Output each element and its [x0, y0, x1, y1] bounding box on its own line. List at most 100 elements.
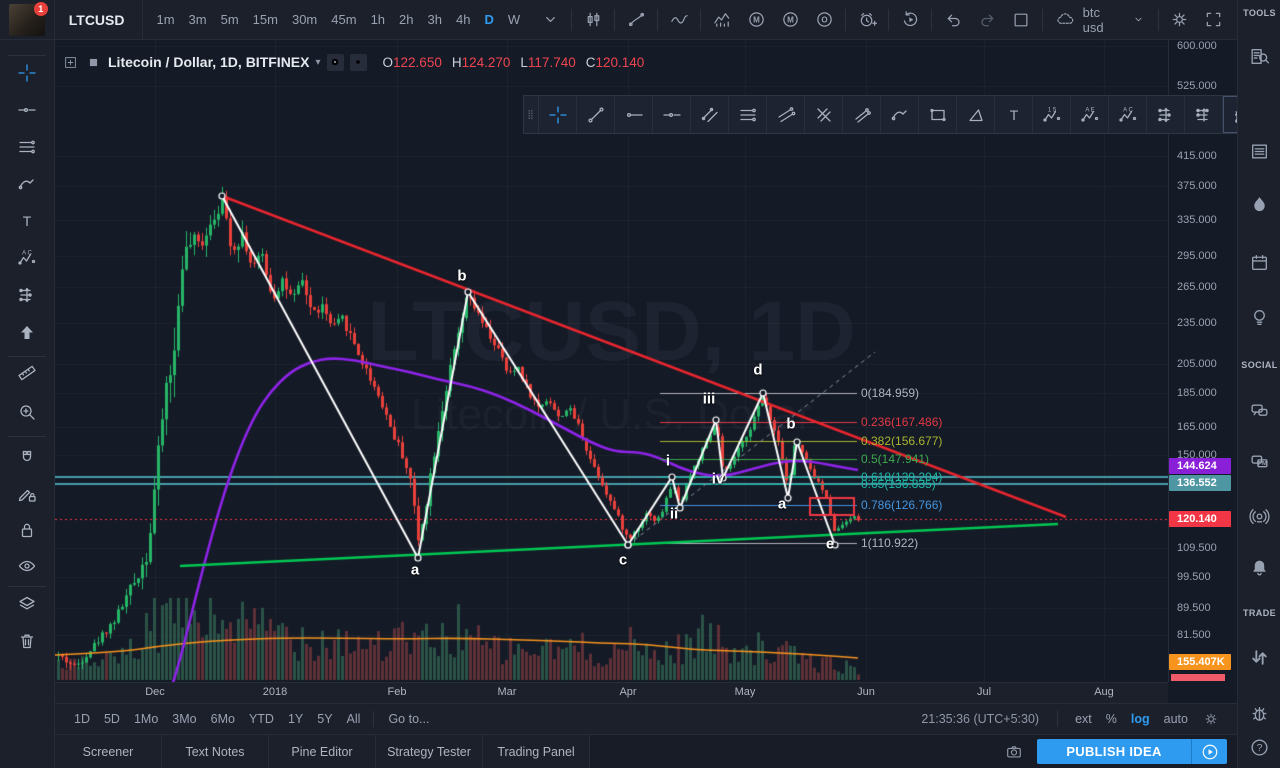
publish-idea-button[interactable]: PUBLISH IDEA — [1037, 739, 1227, 764]
tool-undo-button[interactable] — [936, 3, 970, 37]
float-tool-parallel-lines-button[interactable] — [843, 96, 881, 133]
tool-chevron-down-button[interactable] — [533, 3, 567, 37]
panel-chat-button[interactable] — [1243, 395, 1276, 428]
layout-square-button[interactable] — [1004, 3, 1038, 37]
sidebar-tool-arrow-up-button[interactable] — [10, 316, 44, 350]
panel-calendar-button[interactable] — [1243, 246, 1276, 279]
timeframe-3m-button[interactable]: 3m — [188, 12, 207, 27]
float-tool-elliott-ae-button[interactable]: A E — [1071, 96, 1109, 133]
sidebar-tool-curve-button[interactable] — [10, 167, 44, 201]
tool-circle-m-button[interactable]: M — [773, 3, 807, 37]
range-3mo-button[interactable]: 3Mo — [172, 712, 197, 726]
panel-bug-button[interactable] — [1243, 697, 1276, 730]
tool-circle-m-button[interactable]: M — [739, 3, 773, 37]
float-tool-pattern-abcd-button[interactable] — [1185, 96, 1223, 133]
sidebar-tool-zoom-in-button[interactable] — [10, 395, 44, 429]
float-tool-trend-line-button[interactable] — [577, 96, 615, 133]
tool-circle-o-button[interactable]: O — [807, 3, 841, 37]
chevron-down-icon[interactable]: ▾ — [315, 56, 321, 68]
panel-idea-bulb-button[interactable] — [1243, 301, 1276, 334]
sidebar-tool-elliott-abc-button[interactable]: A C — [10, 241, 44, 275]
range-1y-button[interactable]: 1Y — [287, 712, 304, 726]
scale-mode-percent-button[interactable]: % — [1105, 712, 1117, 726]
sidebar-tool-magnet-button[interactable] — [10, 441, 44, 475]
tool-indicators-button[interactable] — [705, 3, 739, 37]
float-tool-rectangle-button[interactable] — [919, 96, 957, 133]
timeframe-45m-button[interactable]: 45m — [331, 12, 357, 27]
sidebar-tool-object-tree-layers-button[interactable] — [10, 587, 44, 621]
timeframe-3h-button[interactable]: 3h — [427, 12, 442, 27]
sidebar-tool-fib-retracement-button[interactable] — [10, 130, 44, 164]
range-5d-button[interactable]: 5D — [103, 712, 120, 726]
timeframe-2h-button[interactable]: 2h — [399, 12, 414, 27]
sidebar-tool-remove-trash-button[interactable] — [10, 624, 44, 658]
timeframe-1m-button[interactable]: 1m — [156, 12, 175, 27]
range-ytd-button[interactable]: YTD — [248, 712, 274, 726]
float-tool-triangle-button[interactable] — [957, 96, 995, 133]
range-1d-button[interactable]: 1D — [74, 712, 90, 726]
float-tool-pattern-xabcd-button[interactable] — [1147, 96, 1185, 133]
float-tool-parallel-channel-button[interactable] — [691, 96, 729, 133]
symbol-search-button[interactable]: LTCUSD — [55, 0, 144, 40]
saved-layout-dropdown[interactable]: btc usd — [1047, 3, 1154, 37]
tool-replay-button[interactable] — [893, 3, 927, 37]
tool-compare-button[interactable] — [619, 3, 653, 37]
timeframe-15m-button[interactable]: 15m — [252, 12, 278, 27]
price-chart-canvas[interactable] — [55, 40, 1168, 682]
sidebar-tool-crosshair-button[interactable] — [10, 56, 44, 90]
sidebar-tool-horizontal-line-button[interactable] — [10, 93, 44, 127]
float-tool-fib-channel-button[interactable] — [767, 96, 805, 133]
panel-broadcast-button[interactable] — [1243, 499, 1276, 532]
range-1mo-button[interactable]: 1Mo — [133, 712, 159, 726]
snapshot-camera-button[interactable] — [997, 735, 1031, 768]
add-symbol-icon[interactable] — [62, 54, 79, 71]
tab-trading-panel[interactable]: Trading Panel — [483, 735, 590, 768]
timeframe-4h-button[interactable]: 4h — [455, 12, 471, 27]
float-tool-elliott-impulse-button[interactable]: 1 5 — [1033, 96, 1071, 133]
range-5y-button[interactable]: 5Y — [317, 712, 333, 726]
scale-mode-ext-button[interactable]: ext — [1075, 712, 1092, 726]
panel-flame-button[interactable] — [1243, 188, 1276, 221]
goto-date-button[interactable]: Go to... — [388, 712, 430, 726]
timeframe-1h-button[interactable]: 1h — [370, 12, 386, 27]
range-all-button[interactable]: All — [346, 712, 361, 726]
sidebar-tool-lock-all-button[interactable] — [10, 513, 44, 547]
scale-settings-gear-icon[interactable] — [1199, 707, 1223, 731]
tool-redo-button[interactable] — [970, 3, 1004, 37]
float-tool-curve-button[interactable] — [881, 96, 919, 133]
panel-details-list-button[interactable] — [1243, 135, 1276, 168]
panel-bell-button[interactable] — [1243, 551, 1276, 584]
timeframe-w-button[interactable]: W — [507, 12, 521, 27]
tab-strategy-tester[interactable]: Strategy Tester — [376, 735, 483, 768]
timeframe-5m-button[interactable]: 5m — [220, 12, 239, 27]
range-6mo-button[interactable]: 6Mo — [210, 712, 235, 726]
panel-help-button[interactable]: ? — [1243, 731, 1276, 764]
float-tool-elliott-abc-button[interactable]: A C — [1109, 96, 1147, 133]
scale-mode-auto-button[interactable]: auto — [1163, 712, 1188, 726]
scale-mode-log-button[interactable]: log — [1130, 712, 1150, 726]
tool-alarm-add-button[interactable] — [850, 3, 884, 37]
tool-settings-gear-button[interactable] — [1163, 3, 1197, 37]
tab-screener[interactable]: Screener — [55, 735, 162, 768]
panel-screener-button[interactable] — [1243, 40, 1276, 73]
sidebar-tool-pattern-xabcd-button[interactable] — [10, 278, 44, 312]
timeframe-30m-button[interactable]: 30m — [291, 12, 318, 27]
panel-pm-chat-button[interactable]: PM — [1243, 446, 1276, 479]
toggle-visibility-button[interactable] — [326, 53, 344, 71]
float-tool-crosshair-button[interactable] — [539, 96, 577, 133]
timeframe-d-button[interactable]: D — [484, 12, 494, 27]
float-tool-text-button[interactable]: T — [995, 96, 1033, 133]
float-tool-fib-retracement-button[interactable] — [729, 96, 767, 133]
price-axis[interactable]: 600.000 525.000 415.000 375.000 335.000 295.0… — [1168, 40, 1237, 682]
float-tool-trend-fib-button[interactable] — [805, 96, 843, 133]
tab-text-notes[interactable]: Text Notes — [162, 735, 269, 768]
float-tool-horizontal-line-button[interactable] — [653, 96, 691, 133]
panel-trade-arrows-button[interactable] — [1243, 641, 1276, 674]
legend-title[interactable]: Litecoin / Dollar, 1D, BITFINEX — [108, 54, 310, 70]
sidebar-tool-hide-all-eye-button[interactable] — [10, 549, 44, 583]
publish-play-icon[interactable] — [1191, 739, 1227, 764]
drag-handle[interactable]: ⣿ — [524, 96, 539, 133]
clock[interactable]: 21:35:36 (UTC+5:30) — [921, 712, 1040, 726]
sidebar-tool-ruler-button[interactable] — [10, 356, 44, 390]
